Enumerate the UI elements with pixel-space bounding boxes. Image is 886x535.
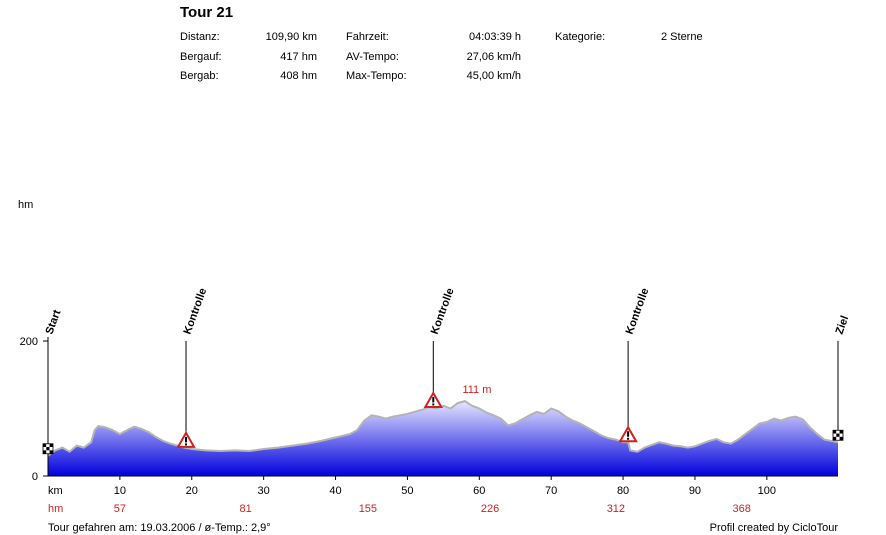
stat-bergauf-value: 417 hm [280,51,317,63]
flag-cell [46,443,50,448]
stat-bergab-value: 408 hm [280,70,317,82]
stat-maxtempo-label: Max-Tempo: [346,70,407,82]
x-tick-label-70: 70 [545,485,557,497]
stat-avtempo-label: AV-Tempo: [346,51,399,63]
flag-border [42,443,54,455]
warning-triangle-icon-3 [618,425,638,443]
flag-cell [49,450,53,454]
elevation-area [48,401,838,476]
flag-cell [49,443,53,448]
warning-dot [627,437,630,440]
peak-label: 111 m [462,384,491,396]
x-tick-label-20: 20 [186,485,198,497]
warning-mark [627,431,630,437]
flag-cell [833,430,837,434]
stat-kategorie-value: 2 Sterne [661,31,703,43]
elevation-outline [47,400,839,457]
stat-distanz-value: 109,90 km [265,31,317,43]
x-tick-label-10: 10 [114,485,126,497]
y-tick-label-0: 0 [32,471,38,483]
flag-cell [43,447,47,451]
stat-maxtempo-value: 45,00 km/h [466,70,521,82]
flag-cell [833,436,837,441]
warning-dot [432,403,435,406]
marker-label-4: Ziel [834,314,852,336]
height-row-value-4: 312 [607,503,625,515]
x-tick-label-40: 40 [329,485,341,497]
flag-cell [833,433,837,437]
y-axis-label: hm [18,199,33,211]
warning-dot [185,443,188,446]
flag-cell [839,433,843,437]
stat-kategorie-label: Kategorie: [555,31,606,43]
flag-cell [836,433,840,437]
warning-mark [185,436,188,443]
flag-cell [46,450,50,454]
flag-cell [43,443,47,448]
stat-bergab-label: Bergab: [180,70,219,82]
marker-label-0: Start [44,308,64,336]
stat-avtempo-value: 27,06 km/h [466,51,521,63]
flag-border [832,429,844,441]
warning-mark [432,396,435,403]
x-tick-label-90: 90 [689,485,701,497]
stat-fahrzeit-label: Fahrzeit: [346,31,389,43]
height-row-value-5: 368 [732,503,750,515]
flag-cell [839,430,843,434]
x-tick-label-80: 80 [617,485,629,497]
x-axis-label: km [48,485,63,497]
footer-credit: Profil created by CicloTour [709,522,838,534]
y-tick-label-200: 200 [20,336,38,348]
height-row-label: hm [48,503,63,515]
x-tick-label-50: 50 [401,485,413,497]
x-tick-label-100: 100 [758,485,776,497]
flag-cell [839,436,843,441]
marker-label-1: Kontrolle [182,287,210,336]
checkered-flag-icon-4 [832,429,844,441]
flag-cell [49,447,53,451]
marker-label-2: Kontrolle [429,287,457,336]
height-row-value-2: 155 [359,503,377,515]
x-tick-label-60: 60 [473,485,485,497]
footer-tour-info: Tour gefahren am: 19.03.2006 / ø-Temp.: … [48,522,271,534]
checkered-flag-icon-0 [42,443,54,455]
x-tick-label-30: 30 [258,485,270,497]
flag-cell [43,450,47,454]
flag-cell [836,430,840,434]
stat-fahrzeit-value: 04:03:39 h [469,31,521,43]
flag-cell [46,447,50,451]
stat-distanz-label: Distanz: [180,31,220,43]
warning-triangle-icon-1 [176,430,196,448]
flag-cell [836,436,840,441]
height-row-value-0: 57 [114,503,126,515]
height-row-value-3: 226 [481,503,499,515]
marker-label-3: Kontrolle [624,287,652,336]
warning-triangle-icon-2 [423,390,444,408]
height-row-value-1: 81 [240,503,252,515]
stat-bergauf-label: Bergauf: [180,51,222,63]
tour-title: Tour 21 [180,4,234,21]
